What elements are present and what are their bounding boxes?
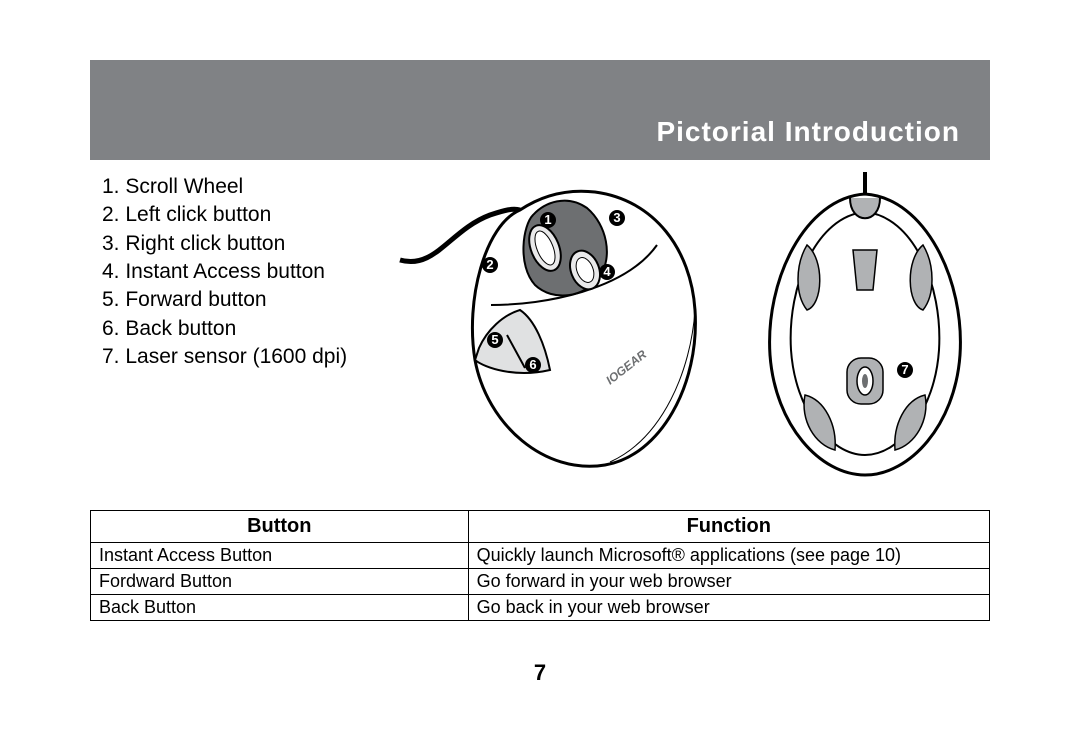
callout-4: 4 [603, 264, 611, 279]
table-cell-function: Go back in your web browser [468, 595, 989, 621]
callout-3: 3 [613, 210, 620, 225]
table-row: Back Button Go back in your web browser [91, 595, 990, 621]
table-cell-button: Instant Access Button [91, 543, 469, 569]
table-row: Instant Access Button Quickly launch Mic… [91, 543, 990, 569]
table-cell-function: Go forward in your web browser [468, 569, 989, 595]
table-cell-function: Quickly launch Microsoft® applications (… [468, 543, 989, 569]
page-number: 7 [0, 660, 1080, 686]
callout-2: 2 [486, 257, 493, 272]
table-header-function: Function [468, 511, 989, 543]
function-table: Button Function Instant Access Button Qu… [90, 510, 990, 621]
section-banner: Pictorial Introduction [90, 60, 990, 160]
table-header-button: Button [91, 511, 469, 543]
table-cell-button: Fordward Button [91, 569, 469, 595]
table-cell-button: Back Button [91, 595, 469, 621]
callout-6: 6 [529, 357, 536, 372]
callout-5: 5 [491, 332, 498, 347]
section-title: Pictorial Introduction [656, 116, 960, 148]
mouse-diagram: IOGEAR 1 2 3 4 5 6 [395, 170, 995, 490]
callout-7: 7 [901, 362, 908, 377]
table-row: Fordward Button Go forward in your web b… [91, 569, 990, 595]
callout-1: 1 [544, 212, 551, 227]
